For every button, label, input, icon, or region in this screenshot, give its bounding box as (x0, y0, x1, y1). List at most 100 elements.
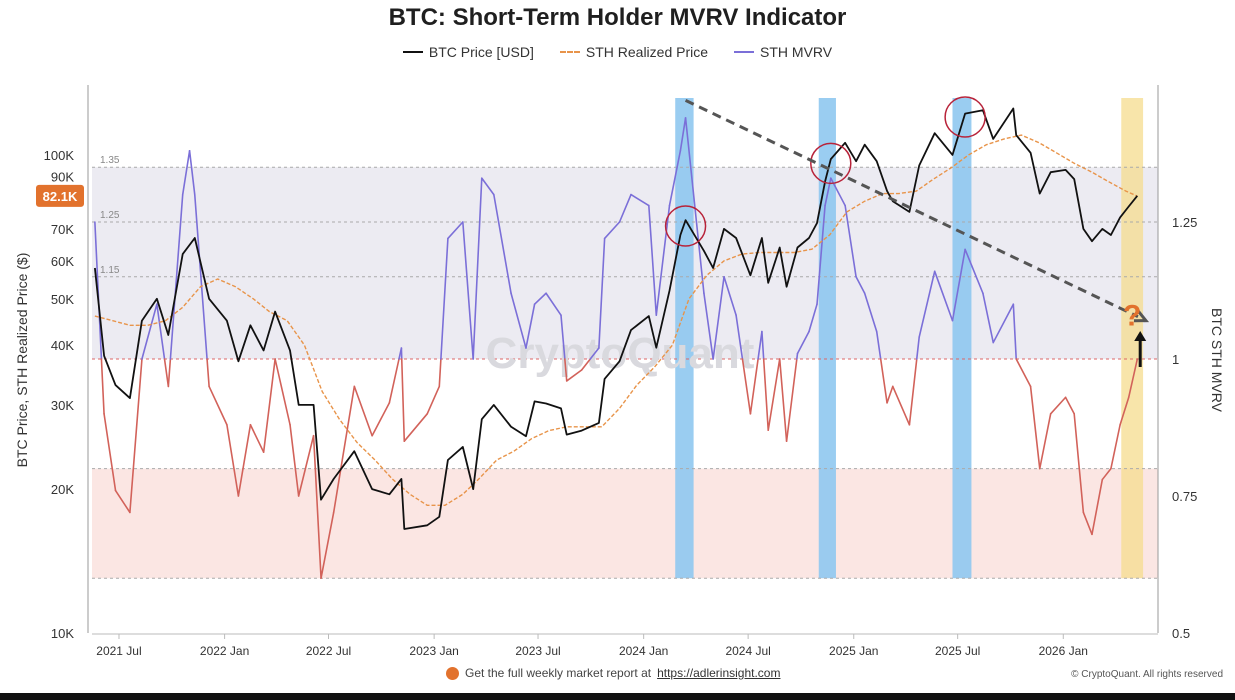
y-axis-right-label: BTC STH MVRV (1209, 308, 1225, 413)
x-tick-8: 2025 Jul (935, 644, 980, 658)
mvrv-segment-31 (403, 412, 429, 443)
mvrv-segment-34 (440, 237, 449, 360)
mvrv-segment-80 (879, 358, 888, 404)
y-left-tick-0: 10K (51, 626, 74, 641)
y-left-tick-6: 70K (51, 222, 74, 237)
report-link[interactable]: https://adlerinsight.com (657, 666, 781, 680)
mvrv-segment-68 (778, 358, 788, 443)
mvrv-segment-102 (1119, 396, 1130, 426)
mvrv-segment-100 (1101, 467, 1112, 481)
mvrv-segment-20 (289, 423, 300, 497)
bottom-bar (0, 693, 1235, 700)
mvrv-segment-54 (655, 204, 671, 316)
mvrv-segment-89 (982, 292, 995, 344)
y-axis-left-label: BTC Price, STH Realized Price ($) (14, 253, 30, 468)
y-left-tick-5: 60K (51, 254, 74, 269)
legend-swatch-btc-price (402, 51, 423, 53)
x-tick-7: 2025 Jan (829, 644, 878, 658)
legend-item-sth-realized[interactable]: STH Realized Price (559, 44, 708, 60)
mvrv-segment-86 (933, 270, 954, 322)
mvrv-segment-79 (875, 330, 882, 360)
mvrv-segment-24 (332, 385, 356, 514)
mvrv-segment-52 (630, 193, 650, 207)
mvrv-segment-65 (761, 330, 765, 360)
mvrv-segment-15 (226, 423, 240, 497)
mvrv-segment-42 (533, 292, 547, 306)
highlight-bars (675, 98, 1144, 579)
highlight-bar-3 (1121, 98, 1144, 579)
y-left-tick-3: 40K (51, 338, 74, 353)
current-price-badge (36, 184, 84, 207)
mvrv-segment-1 (100, 358, 105, 415)
legend-swatch-sth-realized (559, 51, 580, 53)
series-lines (94, 107, 1139, 580)
mvrv-segment-41 (525, 303, 536, 349)
x-tick-5: 2024 Jan (619, 644, 668, 658)
band-low (92, 468, 1158, 579)
y-left-tick-1: 20K (51, 482, 74, 497)
legend-item-sth-mvrv[interactable]: STH MVRV (734, 44, 832, 60)
mvrv-segment-64 (757, 330, 763, 360)
mvrv-segment-30 (400, 358, 406, 443)
highlight-circle-0 (664, 205, 707, 247)
mvrv-segment-61 (735, 314, 744, 360)
x-tick-4: 2023 Jul (515, 644, 560, 658)
mvrv-segment-18 (262, 358, 276, 453)
y-right-tick-1: 0.75 (1172, 489, 1197, 504)
mvrv-segment-44 (560, 314, 566, 360)
mvrv-segment-23 (320, 511, 335, 580)
mvrv-segment-92 (1015, 358, 1032, 388)
chart-title: BTC: Short-Term Holder MVRV Indicator (388, 4, 847, 31)
highlight-bar-2 (952, 98, 972, 579)
highlight-circle-2 (944, 96, 986, 138)
mvrv-segment-40 (510, 292, 527, 349)
level-label-2: 1.15 (100, 265, 120, 276)
mvrv-segment-77 (855, 275, 866, 295)
mvrv-segment-72 (808, 303, 818, 333)
mvrv-segment-16 (237, 423, 252, 497)
mvrv-segment-84 (915, 336, 920, 360)
mvrv-segment-5 (141, 303, 158, 360)
y-left-tick-8: 100K (44, 148, 75, 163)
report-text: Get the full weekly market report at (465, 666, 652, 680)
mvrv-segment-93 (1029, 385, 1041, 470)
mvrv-segment-13 (206, 358, 210, 388)
mvrv-segment-82 (891, 385, 911, 426)
y-right-tick-2: 1 (1172, 352, 1179, 367)
mvrv-segment-90 (992, 303, 1015, 344)
mvrv-segment-47 (580, 358, 592, 371)
highlight-circle-1 (810, 142, 852, 185)
mvrv-segment-88 (964, 248, 984, 295)
report-promo: Get the full weekly market report at htt… (446, 666, 780, 680)
mvrv-segment-3 (114, 489, 131, 514)
mvrv-segment-12 (193, 193, 208, 360)
question-mark: ? (1123, 299, 1141, 332)
sth-realized-line (94, 134, 1138, 506)
mvrv-segment-25 (353, 385, 373, 437)
mvrv-segment-81 (886, 385, 894, 404)
x-tick-6: 2024 Jul (725, 644, 770, 658)
mvrv-segment-35 (447, 221, 464, 240)
mvrv-segment-53 (648, 204, 658, 316)
legend: BTC Price [USD] STH Realized Price STH M… (0, 44, 1235, 60)
mvrv-segment-69 (785, 358, 798, 443)
up-arrow-head (1134, 331, 1147, 342)
y-left-tick-4: 50K (51, 292, 74, 307)
mvrv-segment-78 (863, 292, 878, 333)
mvrv-segment-19 (274, 358, 291, 426)
mvrv-segment-8 (167, 358, 172, 388)
mvrv-segment-71 (796, 330, 810, 355)
mvrv-segment-45 (564, 358, 568, 382)
highlight-bar-1 (818, 98, 836, 579)
mvrv-segment-101 (1110, 423, 1121, 470)
mvrv-segment-76 (844, 204, 857, 278)
legend-item-btc-price[interactable]: BTC Price [USD] (402, 44, 534, 60)
mvrv-segment-70 (796, 352, 799, 360)
mvrv-segment-6 (156, 303, 166, 360)
mvrv-segment-37 (472, 177, 483, 360)
legend-label-sth-mvrv: STH MVRV (760, 44, 833, 60)
mvrv-segment-38 (480, 177, 495, 196)
report-dot-icon (446, 666, 459, 680)
mvrv-segment-39 (493, 193, 512, 295)
legend-label-btc-price: BTC Price [USD] (428, 44, 534, 60)
